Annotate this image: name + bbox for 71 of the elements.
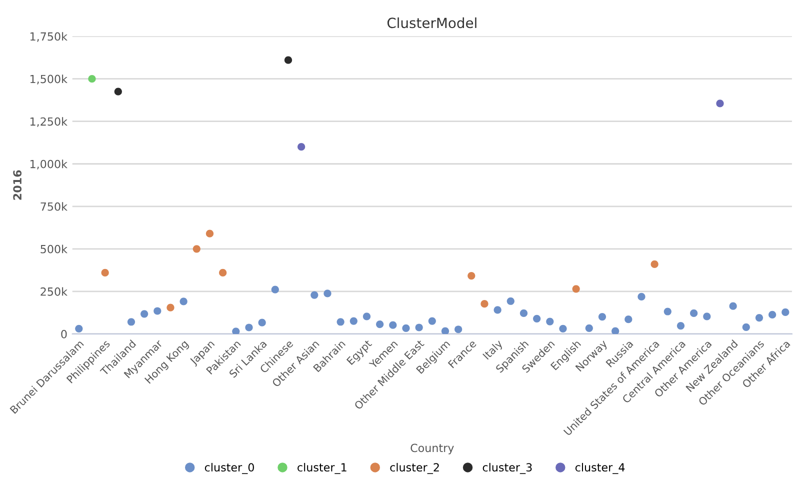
y-tick-label: 250k [40,287,68,296]
point [428,317,436,325]
point [415,324,423,332]
point [742,323,750,331]
point [690,309,698,318]
point [572,285,580,293]
point [402,324,410,332]
point [441,327,450,334]
y-tick-label: 0 [61,330,67,338]
point [298,143,306,151]
point [624,316,632,324]
point [271,286,279,294]
point [376,320,384,328]
point [101,268,109,277]
point [755,314,764,322]
legend-label: cluster_1 [298,462,346,474]
point [494,306,502,314]
point [650,260,658,268]
chart-title: ClusterModel [387,17,476,28]
point [324,290,332,298]
x-axis-title: Country [410,444,454,454]
point [598,312,606,321]
point [703,312,711,320]
point [468,272,476,280]
point [559,324,567,332]
point [232,328,240,334]
point [729,302,737,310]
point [612,327,620,334]
point [454,326,462,334]
point [88,75,96,83]
point [180,298,188,306]
point [480,300,488,308]
point [114,88,122,96]
point [284,56,292,64]
point [206,230,214,238]
y-tick-label: 500k [40,244,68,254]
point [585,324,593,332]
point [219,268,227,277]
legend-label: cluster_3 [482,462,532,474]
legend-label: cluster_4 [575,462,625,474]
point [676,322,685,330]
y-axis-title: 2016 [13,170,22,200]
point [362,312,371,320]
point [638,292,646,301]
point [506,297,514,305]
point [75,324,83,332]
point [336,318,344,326]
point [520,309,528,318]
point [350,317,358,325]
point [258,318,266,326]
point [127,318,136,326]
point [154,307,162,315]
y-tick-label: 750k [40,202,68,211]
y-tick-label: 1,750k [30,32,68,42]
y-tick-label: 1,250k [30,117,68,127]
point [140,310,148,318]
point [716,100,724,108]
point [245,324,253,332]
point [782,308,790,316]
point [546,318,554,326]
y-tick-label: 1,000k [30,160,68,170]
point [192,245,200,253]
point [310,291,318,299]
point [389,321,397,329]
point [166,304,174,312]
point [533,314,541,322]
legend-label: cluster_2 [390,462,439,474]
legend-label: cluster_0 [204,462,254,474]
point [664,308,672,316]
y-tick-label: 1,500k [30,74,68,84]
point [768,310,776,319]
